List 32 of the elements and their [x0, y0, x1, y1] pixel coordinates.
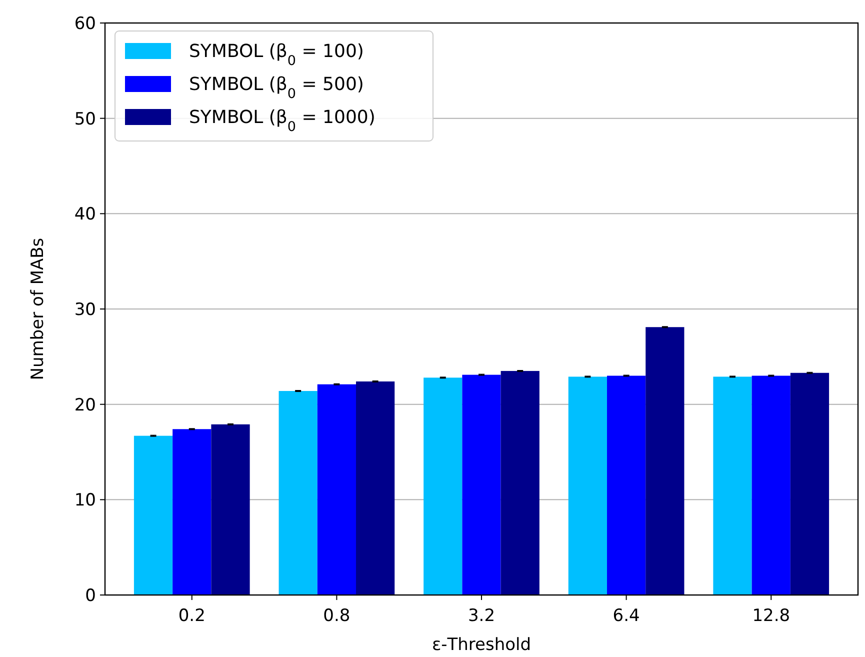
y-tick-label: 30 — [74, 300, 96, 320]
bar — [752, 376, 790, 595]
y-tick-label: 0 — [85, 586, 96, 606]
legend-label: SYMBOL (β$_{0}$ = 1000) — [189, 107, 376, 135]
legend-label: SYMBOL (β$_{0}$ = 500) — [189, 74, 364, 102]
legend-label: SYMBOL (β$_{0}$ = 100) — [189, 41, 364, 69]
bar — [424, 378, 462, 595]
bar — [462, 374, 501, 595]
bar — [134, 436, 173, 595]
bar — [500, 370, 540, 595]
x-tick-label: 0.8 — [323, 606, 350, 626]
bar — [278, 390, 318, 595]
x-tick-label: 0.2 — [178, 606, 206, 626]
y-tick-label: 40 — [74, 204, 96, 225]
y-tick-label: 50 — [74, 109, 96, 130]
bar — [568, 376, 607, 595]
x-axis-title: ε-Threshold — [432, 635, 532, 655]
y-axis-title: Number of MABs — [28, 238, 48, 380]
x-tick-label: 6.4 — [612, 606, 640, 626]
x-tick-label: 12.8 — [752, 606, 790, 626]
y-tick-label: 60 — [74, 14, 96, 34]
bar — [713, 376, 752, 595]
bar — [356, 381, 395, 595]
bar — [317, 384, 356, 595]
bar — [646, 327, 684, 595]
x-tick-label: 3.2 — [468, 606, 496, 626]
bar — [172, 429, 212, 595]
y-tick-label: 10 — [74, 490, 96, 511]
bar — [607, 376, 646, 595]
bar — [790, 372, 830, 595]
bar — [211, 424, 250, 595]
y-tick-label: 20 — [74, 395, 96, 416]
